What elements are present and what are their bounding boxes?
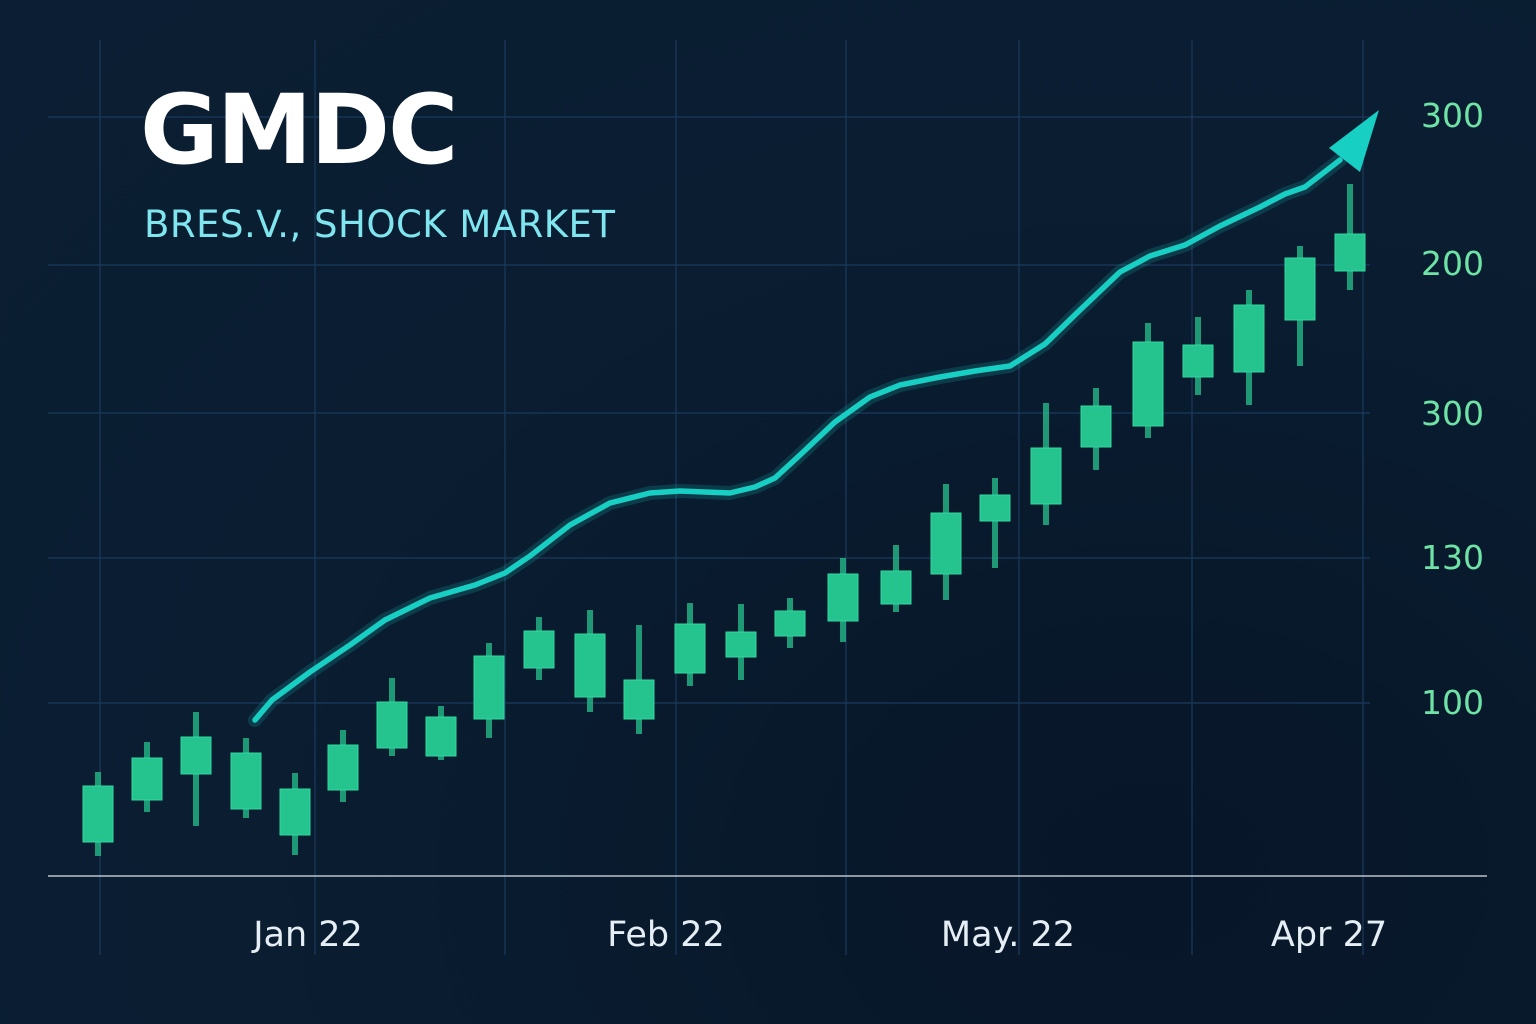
candle	[930, 484, 962, 600]
candle-body	[930, 512, 962, 575]
candle	[574, 610, 606, 712]
x-tick-label: Apr 27	[1270, 915, 1388, 955]
candle	[979, 478, 1011, 568]
x-tick-label: Jan 22	[253, 915, 363, 955]
candle-body	[574, 633, 606, 698]
candle	[425, 706, 457, 760]
candle-body	[1334, 233, 1366, 272]
candle-body	[880, 570, 912, 605]
candle-body	[674, 623, 706, 674]
chart-title: GMDC	[140, 74, 458, 186]
candle	[230, 738, 262, 818]
gridlines	[48, 40, 1370, 955]
candle-body	[725, 631, 757, 658]
candle-body	[180, 736, 212, 775]
candle	[674, 603, 706, 686]
candle	[1182, 317, 1214, 395]
candle-body	[523, 630, 555, 669]
candle-body	[376, 701, 408, 749]
arrow-up-icon	[1329, 110, 1379, 172]
candle	[327, 730, 359, 802]
candle-body	[774, 610, 806, 637]
x-tick-label: Feb 22	[607, 915, 725, 955]
candle-body	[473, 655, 505, 720]
candle-body	[1182, 344, 1214, 378]
candle-body	[979, 494, 1011, 522]
candle-body	[425, 716, 457, 757]
candle-body	[827, 573, 859, 622]
candle	[523, 617, 555, 680]
candle	[82, 772, 114, 856]
candle-body	[623, 679, 655, 720]
y-tick-label: 300	[1421, 96, 1484, 135]
candle	[473, 643, 505, 738]
candle	[827, 558, 859, 642]
candles	[82, 184, 1366, 856]
candle	[131, 742, 163, 812]
candle	[1030, 403, 1062, 525]
candle-body	[82, 785, 114, 843]
candle	[1233, 290, 1265, 405]
candle	[623, 625, 655, 734]
trend-line	[248, 110, 1379, 727]
candle	[774, 598, 806, 648]
y-tick-label: 300	[1421, 394, 1484, 433]
candle	[1132, 323, 1164, 438]
y-tick-label: 100	[1421, 683, 1484, 722]
candle	[376, 678, 408, 756]
candle	[880, 545, 912, 612]
candle	[1334, 184, 1366, 290]
candle-body	[1080, 405, 1112, 448]
candle-body	[1030, 447, 1062, 505]
candle-wick	[992, 478, 998, 568]
candle-body	[279, 788, 311, 836]
candle-body	[131, 757, 163, 801]
candle-body	[1132, 341, 1164, 427]
candle-body	[327, 744, 359, 791]
y-tick-label: 130	[1421, 538, 1484, 577]
candle	[279, 773, 311, 855]
trend-line-path	[252, 157, 1343, 723]
candle-body	[1284, 257, 1316, 321]
candle-body	[230, 752, 262, 810]
chart-subtitle: BRES.V., SHOCK MARKET	[144, 203, 616, 246]
y-tick-label: 200	[1421, 244, 1484, 283]
candle-body	[1233, 304, 1265, 373]
candle	[725, 604, 757, 680]
candle	[1284, 246, 1316, 366]
candle	[180, 712, 212, 826]
x-tick-label: May. 22	[940, 915, 1076, 955]
candle	[1080, 388, 1112, 470]
